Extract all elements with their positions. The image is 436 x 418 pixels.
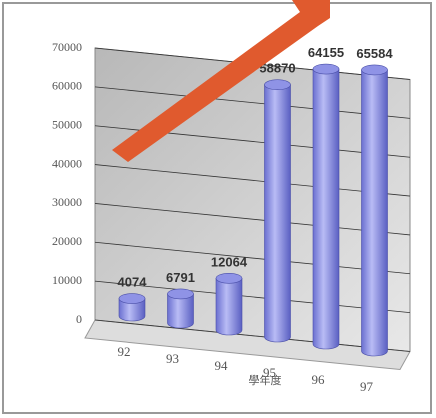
- value-label: 4074: [118, 275, 148, 290]
- y-tick-label: 30000: [52, 195, 82, 209]
- bar-top: [313, 64, 339, 74]
- x-tick-label: 92: [118, 344, 131, 359]
- bar-top: [265, 80, 291, 90]
- x-axis-label: 學年度: [249, 373, 282, 387]
- y-tick-label: 10000: [52, 273, 82, 287]
- y-tick-label: 40000: [52, 156, 82, 170]
- y-tick-label: 0: [76, 312, 82, 326]
- y-tick-label: 70000: [52, 40, 82, 54]
- x-tick-label: 94: [215, 358, 229, 373]
- chart: 0 10000 20000 30000 40000 50000 60000 70000 4074…: [0, 0, 436, 418]
- bar-top: [362, 65, 388, 75]
- bar-top: [216, 273, 242, 283]
- y-tick-label: 20000: [52, 234, 82, 248]
- y-tick-label: 50000: [52, 117, 82, 131]
- bar: [362, 70, 388, 356]
- bar: [265, 85, 291, 342]
- x-tick-label: 97: [360, 379, 374, 394]
- bar-top: [168, 289, 194, 299]
- x-tick-label: 93: [166, 351, 179, 366]
- bar: [216, 278, 242, 335]
- value-label: 64155: [308, 45, 344, 60]
- bar: [313, 69, 339, 349]
- bar-top: [119, 294, 145, 304]
- y-tick-label: 60000: [52, 79, 82, 93]
- value-label: 12064: [211, 254, 248, 269]
- value-label: 6791: [166, 270, 195, 285]
- x-tick-label: 96: [312, 372, 326, 387]
- value-label: 65584: [356, 46, 393, 61]
